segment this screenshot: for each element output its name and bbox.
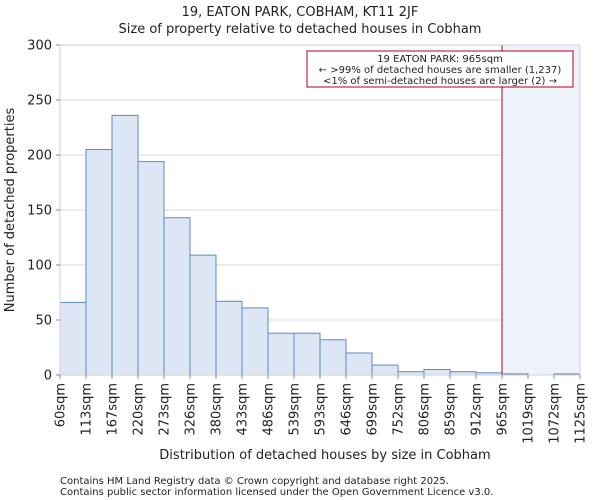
bar-806sqm: [423, 369, 451, 376]
chart-subtitle: Size of property relative to detached ho…: [119, 22, 482, 37]
x-tick-label: 912sqm: [470, 383, 485, 436]
x-tick-label: 699sqm: [366, 383, 381, 436]
bar-486sqm: [267, 332, 295, 376]
bar-273sqm: [163, 217, 191, 376]
annotation-box: 19 EATON PARK: 965sqm ← >99% of detached…: [306, 50, 574, 88]
x-tick-label: 1125sqm: [574, 383, 589, 444]
footer-line-1: Contains HM Land Registry data © Crown c…: [60, 476, 449, 487]
marker-shade-region: [502, 45, 580, 375]
x-tick-label: 859sqm: [444, 383, 459, 436]
x-tick-label: 593sqm: [314, 383, 329, 436]
x-tick-label: 220sqm: [132, 383, 147, 436]
y-tick-label: 200: [27, 149, 52, 164]
bar-113sqm: [85, 149, 113, 376]
bar-646sqm: [345, 352, 373, 376]
x-tick-label: 60sqm: [54, 383, 69, 427]
y-axis-label: Number of detached properties: [3, 108, 18, 313]
y-tick-label: 150: [27, 204, 52, 219]
annotation-line-1: 19 EATON PARK: 965sqm: [377, 54, 503, 65]
x-tick-label: 965sqm: [496, 383, 511, 436]
y-tick-label: 250: [27, 94, 52, 109]
x-tick-label: 539sqm: [288, 383, 303, 436]
footer-line-2: Contains public sector information licen…: [60, 487, 493, 498]
bar-167sqm: [111, 114, 139, 376]
x-tick-label: 167sqm: [106, 383, 121, 436]
x-tick-label: 1072sqm: [548, 383, 563, 444]
x-tick-label: 806sqm: [418, 383, 433, 436]
x-tick-label: 486sqm: [262, 383, 277, 436]
annotation-line-3: <1% of semi-detached houses are larger (…: [323, 76, 557, 87]
x-tick-label: 273sqm: [158, 383, 173, 436]
y-tick-label: 0: [44, 369, 52, 384]
bar-380sqm: [215, 300, 243, 376]
bars-group: [59, 114, 581, 376]
x-tick-label: 646sqm: [340, 383, 355, 436]
y-tick-label: 300: [27, 39, 52, 54]
bar-433sqm: [241, 307, 269, 376]
y-tick-label: 100: [27, 259, 52, 274]
bar-593sqm: [319, 339, 347, 376]
bar-539sqm: [293, 332, 321, 376]
bar-326sqm: [189, 254, 217, 376]
x-axis-label: Distribution of detached houses by size …: [159, 448, 490, 463]
y-axis: 0 50 100 150 200 250 300: [27, 39, 60, 384]
x-tick-label: 433sqm: [236, 383, 251, 436]
annotation-line-2: ← >99% of detached houses are smaller (1…: [319, 65, 562, 76]
x-tick-label: 326sqm: [184, 383, 199, 436]
x-tick-label: 752sqm: [392, 383, 407, 436]
y-tick-label: 50: [35, 314, 52, 329]
x-tick-label: 380sqm: [210, 383, 225, 436]
x-axis: 60sqm 113sqm 167sqm 220sqm 273sqm 326sqm 380sq…: [54, 375, 589, 444]
bar-220sqm: [137, 161, 165, 376]
bar-699sqm: [371, 364, 399, 376]
chart-title: 19, EATON PARK, COBHAM, KT11 2JF: [182, 5, 419, 20]
x-tick-label: 113sqm: [80, 383, 95, 436]
bar-60sqm: [59, 301, 87, 376]
x-tick-label: 1019sqm: [522, 383, 537, 444]
